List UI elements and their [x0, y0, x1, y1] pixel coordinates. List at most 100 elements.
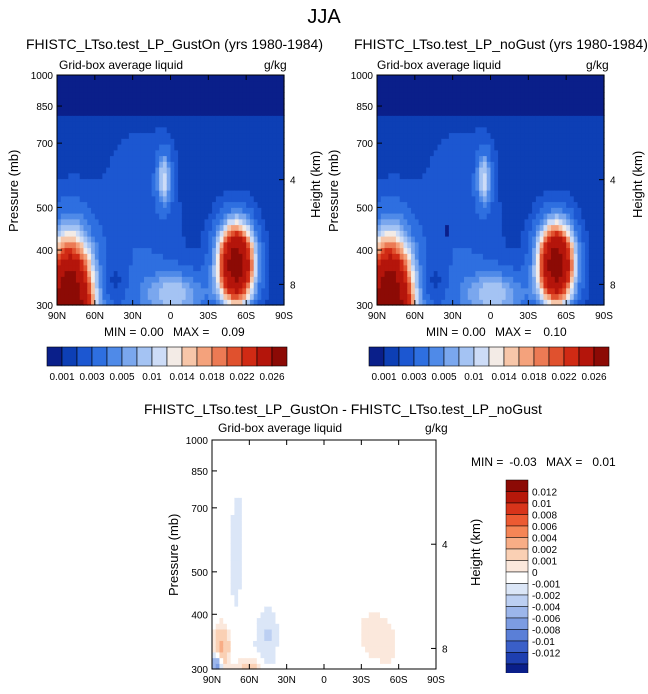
panel2-cell	[418, 92, 423, 99]
panel2-cell	[384, 201, 389, 208]
panel1-cell	[280, 253, 285, 260]
panel2-cell	[377, 236, 382, 243]
panel1-cell	[238, 287, 243, 295]
panel1-cell	[212, 299, 217, 306]
panel1-cell	[109, 121, 115, 128]
panel2-cell	[532, 126, 537, 134]
panel2-cell	[543, 149, 548, 157]
panel1-cell	[140, 264, 145, 272]
panel2-cell	[600, 178, 605, 185]
panel1-cell	[117, 270, 122, 277]
panel2-cell	[505, 282, 511, 289]
panel1-cell	[121, 236, 126, 243]
panel2-cell	[539, 287, 545, 295]
panel1-cell	[91, 86, 96, 93]
panel3-cell	[212, 588, 217, 596]
panel3-cell	[212, 634, 217, 641]
panel2-cell	[445, 259, 450, 266]
panel1-cell	[272, 172, 278, 180]
panel2-cell	[543, 299, 548, 306]
panel2-ytick-label: 700	[356, 139, 373, 150]
panel2-cell	[433, 126, 439, 134]
panel2-cell	[433, 276, 439, 283]
panel1-cell	[166, 201, 172, 208]
panel2-cell	[520, 259, 526, 266]
panel2-cell	[437, 103, 442, 111]
panel2-cell	[452, 253, 458, 260]
panel2-cell	[505, 155, 511, 162]
panel2-cell	[581, 178, 586, 185]
panel1-cell	[193, 213, 198, 220]
panel2-cell	[592, 184, 598, 191]
panel2-cell	[577, 161, 582, 168]
panel1-cell	[174, 126, 179, 134]
panel2-cell	[426, 132, 431, 139]
panel1-cell	[109, 282, 115, 289]
panel2-cell	[501, 247, 507, 254]
panel2-cell	[388, 213, 393, 220]
panel1-cell	[140, 126, 145, 134]
panel1-right-label: g/kg	[264, 58, 287, 72]
panel2-cell	[566, 121, 571, 128]
panel1-cell	[83, 241, 88, 249]
panel1-cell	[159, 282, 164, 289]
panel1-cell	[132, 195, 138, 203]
panel2-cell	[573, 287, 579, 295]
panel1-cell	[102, 167, 107, 174]
panel2-cell	[422, 224, 427, 231]
panel2-cell	[528, 126, 533, 134]
panel2-cell	[486, 144, 492, 151]
panel1-xtick-label: 0	[168, 311, 174, 322]
panel1-cell	[83, 253, 88, 260]
panel2-cell	[377, 98, 382, 105]
panel2-cell	[486, 299, 492, 306]
panel2-cell	[418, 149, 423, 157]
panel1-cell	[178, 132, 183, 139]
panel1-cell	[106, 270, 111, 277]
panel2-cell	[524, 138, 529, 145]
panel1-cell	[136, 75, 141, 82]
panel2-cell	[543, 287, 548, 295]
panel1-cell	[231, 299, 236, 306]
panel2-cell	[407, 126, 412, 134]
panel2-cell	[520, 230, 526, 237]
panel1-cell	[125, 80, 130, 88]
panel1-cell	[257, 213, 262, 220]
panel1-cell	[257, 293, 262, 300]
panel2-cell	[577, 184, 582, 191]
panel1-cell	[193, 201, 198, 208]
panel1-cell	[64, 98, 69, 105]
panel2-cell	[494, 195, 499, 203]
panel2-cell	[494, 86, 499, 93]
panel1-cell	[91, 259, 96, 266]
panel1-cell	[83, 236, 88, 243]
panel1-cell	[94, 218, 100, 226]
panel2-cell	[479, 276, 484, 283]
panel2-cell	[452, 259, 458, 266]
panel1-cell	[125, 287, 130, 295]
panel1-cell	[155, 282, 160, 289]
panel1-cell	[147, 276, 153, 283]
panel1-cell	[102, 195, 107, 203]
panel2-cell	[392, 270, 397, 277]
panel1-cell	[208, 121, 213, 128]
panel1-cell	[276, 167, 281, 174]
panel2-cell	[588, 103, 594, 111]
panel1-cell	[64, 190, 69, 197]
panel1-cell	[125, 178, 130, 185]
panel1-cell	[147, 190, 153, 197]
panel2-cell	[573, 195, 579, 203]
panel2-cell	[437, 230, 442, 237]
panel2-cell	[475, 270, 480, 277]
panel1-cell	[121, 109, 126, 116]
panel1-cell	[242, 213, 247, 220]
panel2-cell	[380, 75, 386, 82]
panel2-cell	[490, 86, 495, 93]
panel2-cell	[494, 103, 499, 111]
panel2-cell	[437, 241, 442, 249]
panel1-cell	[94, 98, 100, 105]
panel1-cell	[280, 103, 285, 111]
panel1-cell	[174, 178, 179, 185]
panel2-cell	[592, 115, 598, 122]
panel2-cell	[395, 121, 401, 128]
